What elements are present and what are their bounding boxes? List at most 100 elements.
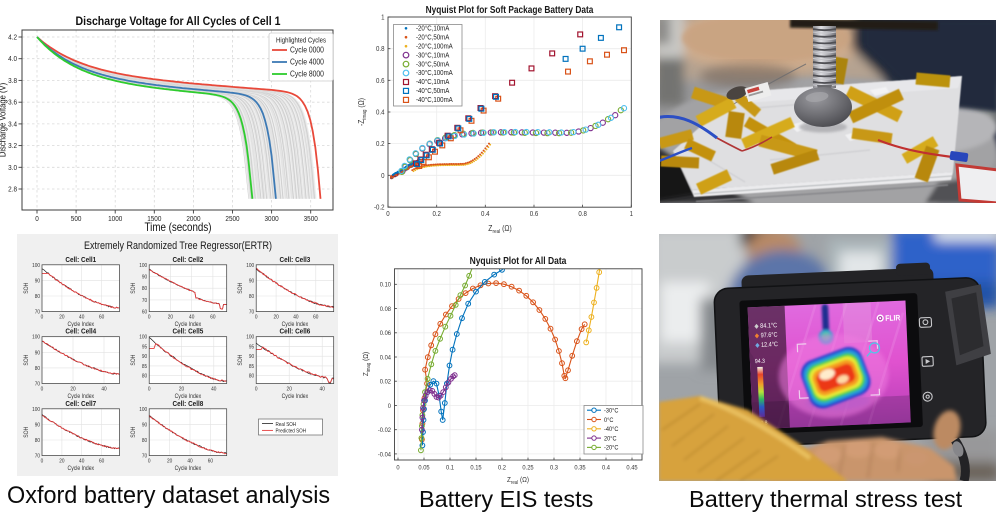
svg-text:Cycle Index: Cycle Index xyxy=(175,394,202,400)
svg-text:40: 40 xyxy=(320,386,325,392)
svg-text:20: 20 xyxy=(70,386,75,392)
svg-text:Oxford battery dataset analysi: Oxford battery dataset analysis xyxy=(7,483,330,509)
svg-text:1: 1 xyxy=(630,211,634,219)
svg-text:70: 70 xyxy=(35,453,40,459)
svg-text:Discharge Voltage for All Cycl: Discharge Voltage for All Cycles of Cell… xyxy=(76,15,281,28)
svg-text:-30°C,100mA: -30°C,100mA xyxy=(416,69,453,78)
svg-text:-30°C,50mA: -30°C,50mA xyxy=(416,60,450,69)
svg-text:SOH: SOH xyxy=(238,283,244,294)
svg-text:100: 100 xyxy=(246,334,254,340)
svg-text:-20°C,50mA: -20°C,50mA xyxy=(416,33,450,42)
svg-text:2500: 2500 xyxy=(225,216,239,224)
svg-text:Real SOH: Real SOH xyxy=(276,421,297,427)
svg-text:95: 95 xyxy=(142,344,147,350)
svg-text:Cell: Cell3: Cell: Cell3 xyxy=(280,256,311,264)
svg-text:40: 40 xyxy=(79,458,84,464)
svg-text:0: 0 xyxy=(41,386,44,392)
svg-text:100: 100 xyxy=(32,334,40,340)
svg-text:0: 0 xyxy=(41,314,44,320)
svg-text:Time (seconds): Time (seconds) xyxy=(145,221,212,234)
svg-text:Cell: Cell2: Cell: Cell2 xyxy=(173,256,204,264)
svg-text:0: 0 xyxy=(148,458,151,464)
svg-text:60: 60 xyxy=(208,458,213,464)
svg-text:Cycle Index: Cycle Index xyxy=(68,466,95,472)
svg-text:-30°C,10mA: -30°C,10mA xyxy=(416,51,450,60)
svg-text:20: 20 xyxy=(59,314,64,320)
svg-text:100: 100 xyxy=(246,262,254,268)
svg-text:3.8: 3.8 xyxy=(8,78,17,86)
svg-text:3.6: 3.6 xyxy=(8,99,17,107)
svg-text:90: 90 xyxy=(142,354,147,360)
svg-text:0.3: 0.3 xyxy=(550,464,558,472)
svg-text:100: 100 xyxy=(139,262,147,268)
svg-text:0.2: 0.2 xyxy=(376,141,385,149)
svg-text:3.4: 3.4 xyxy=(8,121,17,129)
svg-text:90: 90 xyxy=(142,274,147,280)
svg-text:0: 0 xyxy=(148,314,151,320)
svg-text:Cycle Index: Cycle Index xyxy=(175,466,202,472)
svg-text:0.8: 0.8 xyxy=(578,211,587,219)
svg-text:0.08: 0.08 xyxy=(380,306,392,314)
svg-text:Predicted SOH: Predicted SOH xyxy=(276,428,307,434)
svg-text:0: 0 xyxy=(41,458,44,464)
svg-text:90: 90 xyxy=(35,350,40,356)
svg-text:0.45: 0.45 xyxy=(626,464,638,472)
svg-text:80: 80 xyxy=(142,373,147,379)
svg-text:0.8: 0.8 xyxy=(376,46,385,54)
svg-text:Cycle Index: Cycle Index xyxy=(68,394,95,400)
svg-text:0: 0 xyxy=(396,464,400,472)
svg-text:-20°C: -20°C xyxy=(604,444,619,452)
svg-text:Cycle Index: Cycle Index xyxy=(282,394,309,400)
svg-text:85: 85 xyxy=(142,364,147,370)
svg-text:60: 60 xyxy=(313,314,318,320)
svg-text:70: 70 xyxy=(35,381,40,387)
svg-text:4.0: 4.0 xyxy=(8,56,17,64)
svg-text:90: 90 xyxy=(249,278,254,284)
svg-text:-40°C,10mA: -40°C,10mA xyxy=(416,78,450,87)
svg-text:1000: 1000 xyxy=(108,216,122,224)
svg-text:90: 90 xyxy=(35,278,40,284)
svg-text:0.4: 0.4 xyxy=(481,211,490,219)
svg-text:Cell: Cell6: Cell: Cell6 xyxy=(280,328,311,336)
svg-text:3.0: 3.0 xyxy=(8,164,17,172)
svg-text:80: 80 xyxy=(142,286,147,292)
svg-text:1500: 1500 xyxy=(147,216,161,224)
svg-text:SOH: SOH xyxy=(131,427,137,438)
svg-text:40: 40 xyxy=(293,314,298,320)
svg-text:SOH: SOH xyxy=(24,355,30,366)
svg-text:0.4: 0.4 xyxy=(376,109,385,117)
svg-text:0°C: 0°C xyxy=(604,416,614,424)
svg-text:-20°C,100mA: -20°C,100mA xyxy=(416,42,453,51)
svg-text:0.1: 0.1 xyxy=(446,464,454,472)
svg-text:80: 80 xyxy=(142,438,147,444)
svg-text:0.25: 0.25 xyxy=(522,464,534,472)
svg-text:0.10: 0.10 xyxy=(380,281,392,289)
svg-text:-0.02: -0.02 xyxy=(378,427,392,435)
svg-text:70: 70 xyxy=(35,309,40,315)
svg-text:20°C: 20°C xyxy=(604,435,617,443)
svg-text:80: 80 xyxy=(35,294,40,300)
svg-text:0.05: 0.05 xyxy=(418,464,430,472)
svg-text:0: 0 xyxy=(255,386,258,392)
svg-text:-40°C,100mA: -40°C,100mA xyxy=(416,96,453,105)
svg-text:◆ 12.4°C: ◆ 12.4°C xyxy=(755,342,779,349)
svg-text:-40°C,50mA: -40°C,50mA xyxy=(416,87,450,96)
svg-text:-Zimag (Ω): -Zimag (Ω) xyxy=(356,98,368,126)
svg-text:100: 100 xyxy=(139,334,147,340)
svg-text:70: 70 xyxy=(249,309,254,315)
svg-text:◆ 97.6°C: ◆ 97.6°C xyxy=(755,332,779,339)
svg-text:0.4: 0.4 xyxy=(602,464,610,472)
svg-text:20: 20 xyxy=(287,386,292,392)
svg-text:Nyquist Plot for Soft Package: Nyquist Plot for Soft Package Battery Da… xyxy=(426,4,595,15)
svg-text:Cycle 0000: Cycle 0000 xyxy=(290,45,324,55)
svg-text:Cell: Cell5: Cell: Cell5 xyxy=(173,328,204,336)
svg-text:40: 40 xyxy=(187,458,192,464)
svg-text:80: 80 xyxy=(35,366,40,372)
svg-text:20: 20 xyxy=(167,458,172,464)
svg-text:1: 1 xyxy=(381,14,385,22)
svg-text:Cycle 8000: Cycle 8000 xyxy=(290,69,324,79)
svg-text:80: 80 xyxy=(35,438,40,444)
svg-text:0: 0 xyxy=(386,211,390,219)
svg-text:90: 90 xyxy=(35,422,40,428)
svg-text:Battery EIS tests: Battery EIS tests xyxy=(419,486,593,512)
